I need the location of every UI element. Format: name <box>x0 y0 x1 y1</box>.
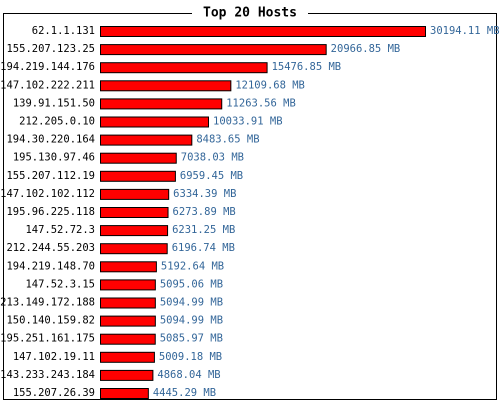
value-label: 20966.85 MB <box>331 43 401 55</box>
host-label: 194.30.220.164 <box>6 134 95 146</box>
host-label: 155.207.112.19 <box>6 170 95 182</box>
bar <box>100 152 177 164</box>
host-label: 143.233.243.184 <box>0 369 95 381</box>
bar <box>100 26 426 37</box>
value-label: 5094.99 MB <box>160 315 223 327</box>
host-label: 150.140.159.82 <box>6 315 95 327</box>
host-label: 147.52.72.3 <box>25 224 95 236</box>
value-label: 4868.04 MB <box>157 369 220 381</box>
value-label: 7038.03 MB <box>181 152 244 164</box>
bar <box>100 315 156 327</box>
value-label: 5095.06 MB <box>160 278 223 290</box>
bar <box>100 98 223 110</box>
host-label: 195.96.225.118 <box>6 206 95 218</box>
host-label: 62.1.1.131 <box>32 25 95 37</box>
host-label: 212.244.55.203 <box>6 242 95 254</box>
bar <box>100 351 155 363</box>
value-label: 30194.11 MB <box>430 25 500 37</box>
value-label: 8483.65 MB <box>196 134 259 146</box>
bar <box>100 134 193 146</box>
value-label: 12109.68 MB <box>235 79 305 91</box>
host-label: 155.207.123.25 <box>6 43 95 55</box>
value-label: 15476.85 MB <box>272 61 342 73</box>
bar <box>100 62 268 74</box>
bar <box>100 297 156 309</box>
value-label: 6959.45 MB <box>180 170 243 182</box>
bar <box>100 80 232 92</box>
bar <box>100 261 157 273</box>
value-label: 4445.29 MB <box>153 387 216 399</box>
host-label: 155.207.26.39 <box>13 387 95 399</box>
value-label: 6273.89 MB <box>173 206 236 218</box>
host-label: 212.205.0.10 <box>19 116 95 128</box>
host-label: 147.102.222.211 <box>0 79 95 91</box>
value-label: 5085.97 MB <box>160 333 223 345</box>
host-label: 194.219.148.70 <box>6 260 95 272</box>
bar <box>100 388 149 399</box>
bar <box>100 170 176 182</box>
host-label: 139.91.151.50 <box>13 97 95 109</box>
bar <box>100 243 168 255</box>
bar <box>100 188 170 200</box>
value-label: 6334.39 MB <box>173 188 236 200</box>
value-label: 6231.25 MB <box>172 224 235 236</box>
host-label: 213.149.172.188 <box>0 297 95 309</box>
bar <box>100 44 327 56</box>
title-backdrop <box>192 5 308 21</box>
host-label: 194.219.144.176 <box>0 61 95 73</box>
bar <box>100 333 156 345</box>
value-label: 6196.74 MB <box>172 242 235 254</box>
host-label: 147.102.19.11 <box>13 351 95 363</box>
value-label: 5192.64 MB <box>161 260 224 272</box>
value-label: 10033.91 MB <box>213 116 283 128</box>
bar <box>100 225 169 237</box>
bar <box>100 279 156 291</box>
value-label: 11263.56 MB <box>226 97 296 109</box>
bar <box>100 207 169 218</box>
host-label: 195.251.161.175 <box>0 333 95 345</box>
value-label: 5094.99 MB <box>160 297 223 309</box>
host-label: 195.130.97.46 <box>13 152 95 164</box>
bar <box>100 369 154 381</box>
host-label: 147.102.102.112 <box>0 188 95 200</box>
value-label: 5009.18 MB <box>159 351 222 363</box>
bar <box>100 116 210 128</box>
host-label: 147.52.3.15 <box>25 278 95 290</box>
chart-title: Top 20 Hosts <box>203 6 297 21</box>
